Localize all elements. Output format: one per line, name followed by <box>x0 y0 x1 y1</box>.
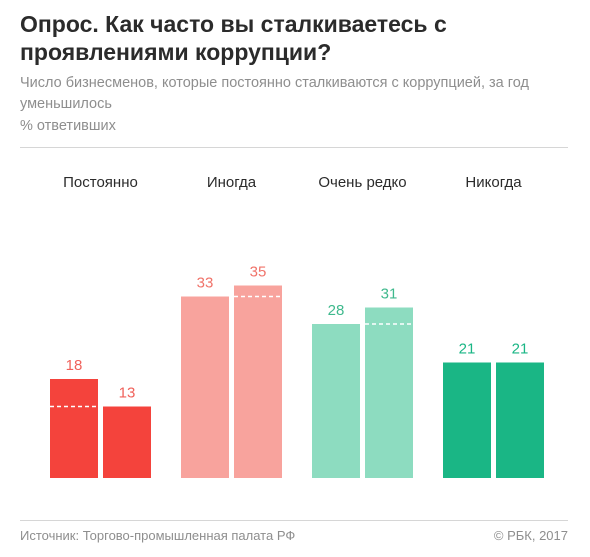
copyright-note: © РБК, 2017 <box>493 528 568 543</box>
bar <box>496 362 544 478</box>
category-label: Постоянно <box>63 174 138 191</box>
category-label: Очень редко <box>318 174 406 191</box>
bar-chart: Постоянно182016132017Иногда332016352017О… <box>50 174 544 478</box>
chart-subtitle: Число бизнесменов, которые постоянно ста… <box>20 75 529 112</box>
bar <box>443 362 491 478</box>
bar <box>50 379 98 478</box>
data-label: 21 <box>512 341 529 358</box>
bar <box>312 324 360 478</box>
bar <box>181 296 229 478</box>
top-divider <box>20 147 568 148</box>
data-label: 35 <box>250 264 267 281</box>
category-label: Никогда <box>465 174 522 191</box>
category-label: Иногда <box>207 174 257 191</box>
bar <box>234 285 282 478</box>
bottom-divider <box>20 520 568 521</box>
unit-label: % ответивших <box>20 118 116 134</box>
bar <box>365 307 413 478</box>
data-label: 13 <box>119 385 136 402</box>
chart-title: Опрос. Как часто вы сталкиваетесь с проя… <box>20 11 447 65</box>
data-label: 33 <box>197 275 214 292</box>
source-note: Источник: Торгово-промышленная палата РФ <box>20 528 296 543</box>
data-label: 21 <box>459 341 476 358</box>
data-label: 18 <box>66 357 83 374</box>
data-label: 31 <box>381 286 398 303</box>
bar <box>103 406 151 478</box>
data-label: 28 <box>328 302 345 319</box>
